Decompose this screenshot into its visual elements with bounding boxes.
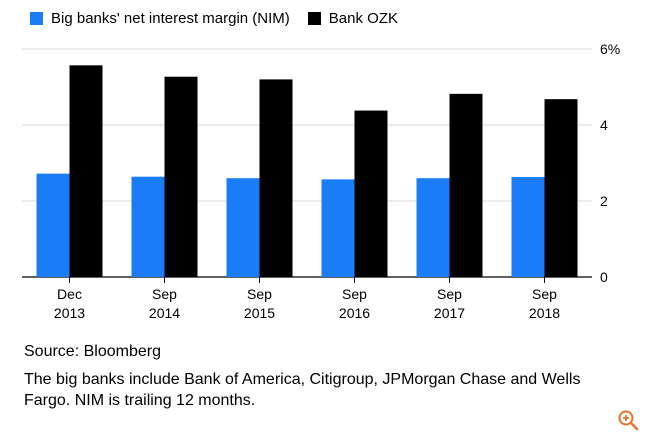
bar-big-banks	[416, 178, 450, 277]
x-tick-label: 2013	[54, 305, 85, 321]
bar-big-banks	[321, 179, 355, 277]
legend-label-big-banks: Big banks' net interest margin (NIM)	[51, 9, 290, 27]
bar-bank-ozk	[449, 93, 483, 277]
x-tick-label: Dec	[57, 286, 82, 302]
bar-big-banks	[511, 177, 545, 277]
legend-item-bank-ozk: Bank OZK	[307, 9, 398, 27]
x-tick-label: 2016	[339, 305, 370, 321]
zoom-in-icon[interactable]	[616, 408, 640, 432]
source-text: Source: Bloomberg	[24, 343, 161, 360]
legend-label-bank-ozk: Bank OZK	[328, 9, 398, 27]
y-tick-label: 4	[600, 117, 608, 133]
x-tick-label: 2015	[244, 305, 275, 321]
bar-big-banks	[226, 178, 260, 277]
x-tick-label: Sep	[437, 286, 462, 302]
x-tick-label: 2014	[149, 305, 180, 321]
x-tick-label: Sep	[532, 286, 557, 302]
y-tick-label: 0	[600, 269, 608, 285]
bar-big-banks	[131, 176, 165, 277]
bar-bank-ozk	[544, 99, 578, 277]
x-tick-label: Sep	[152, 286, 177, 302]
chart-note: The big banks include Bank of America, C…	[24, 371, 581, 409]
legend-swatch-big-banks	[30, 11, 43, 25]
bar-bank-ozk	[259, 79, 293, 278]
legend-swatch-bank-ozk	[307, 11, 321, 25]
bar-chart: 0 2 4 6% Dec 2013 Sep 2014 Sep 2015 Sep 2016 Sep 2017…	[22, 41, 620, 321]
x-tick-label: 2018	[529, 305, 560, 321]
legend-item-big-banks: Big banks' net interest margin (NIM)	[30, 10, 290, 27]
bar-bank-ozk	[69, 65, 103, 277]
y-tick-label: 6%	[600, 41, 620, 57]
x-tick-label: Sep	[247, 286, 272, 302]
x-tick-label: 2017	[434, 305, 465, 321]
y-tick-label: 2	[600, 193, 608, 209]
x-tick-label: Sep	[342, 286, 367, 302]
bar-bank-ozk	[164, 76, 198, 277]
bar-bank-ozk	[354, 110, 388, 277]
legend: Big banks' net interest margin (NIM) Ban…	[30, 8, 416, 28]
bar-big-banks	[36, 173, 70, 277]
